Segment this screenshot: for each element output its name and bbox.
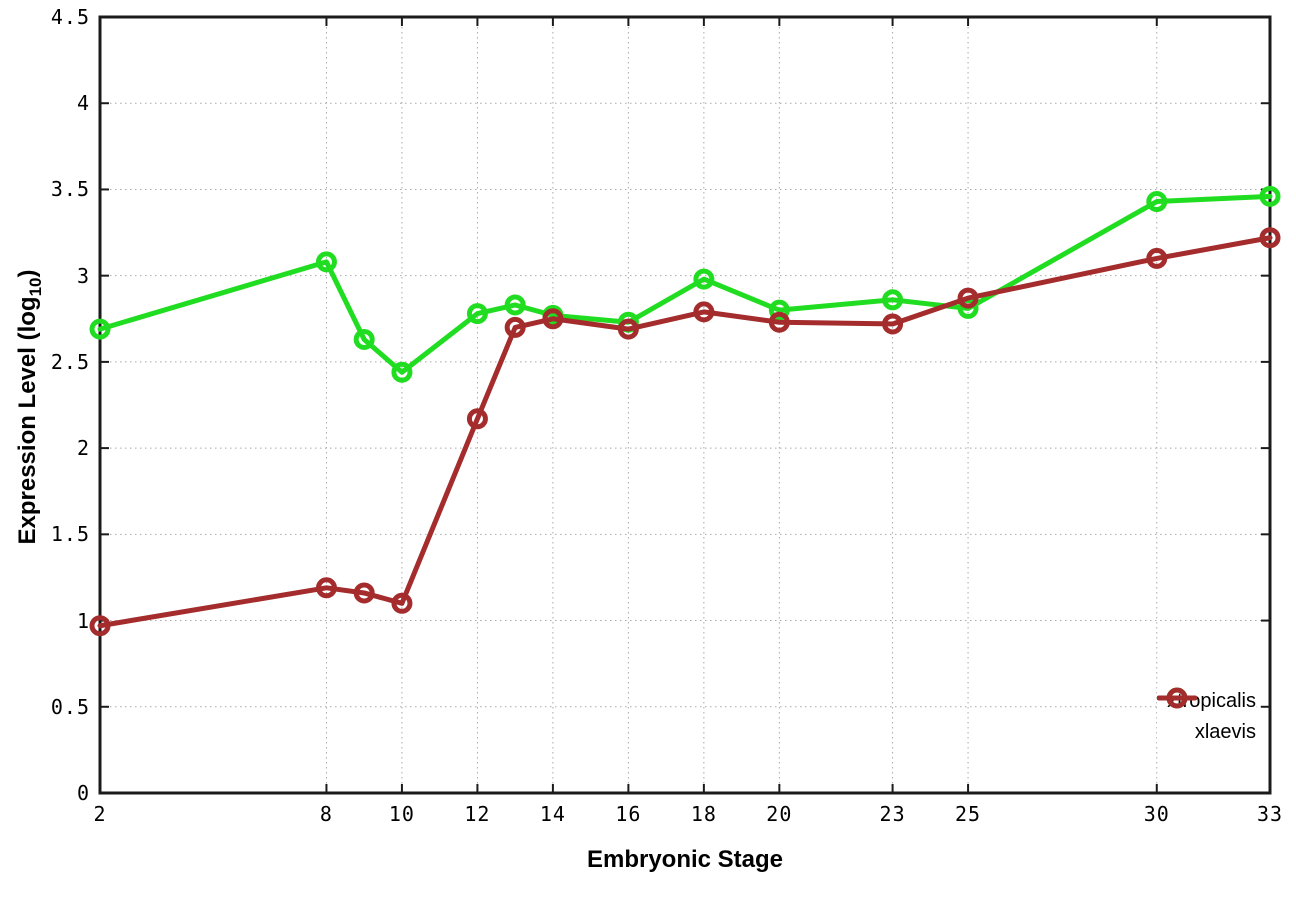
data-point-xlaevis: [504, 316, 526, 338]
data-point-xtropicalis: [504, 294, 526, 316]
series-line-xtropicalis: [97, 193, 1273, 375]
data-point-xtropicalis: [693, 268, 715, 290]
y-axis-title: Expression Level (log10): [14, 270, 46, 545]
x-tick-label: 10: [388, 802, 415, 826]
y-tick-label: 1: [76, 608, 90, 633]
x-tick-label: 8: [319, 802, 333, 826]
x-tick-label: 25: [955, 802, 982, 826]
data-point-xlaevis: [353, 582, 375, 604]
data-point-xlaevis: [315, 577, 337, 599]
legend-item-xlaevis: xlaevis: [1157, 687, 1256, 745]
y-tick-label: 4: [76, 91, 90, 116]
data-point-xlaevis: [617, 318, 639, 340]
y-axis-title-text: Expression Level (log: [14, 296, 41, 545]
x-tick-label: 18: [690, 802, 717, 826]
data-point-xlaevis: [542, 308, 564, 330]
y-tick-label: 0.5: [50, 694, 90, 719]
legend-label-xlaevis: xlaevis: [1194, 721, 1256, 743]
x-tick-label: 33: [1256, 802, 1284, 826]
legend: xtropicalis xlaevis: [1157, 686, 1256, 747]
data-point-xtropicalis: [1259, 185, 1281, 207]
x-tick-label: 23: [879, 802, 906, 826]
series-line-xlaevis: [97, 235, 1273, 629]
x-tick-label: 30: [1143, 802, 1170, 826]
y-tick-label: 3.5: [50, 177, 90, 202]
data-point-xtropicalis: [89, 318, 111, 340]
data-point-xlaevis: [391, 592, 413, 614]
y-tick-label: 3: [76, 263, 90, 288]
y-tick-label: 4.5: [50, 5, 90, 29]
y-tick-label: 0: [76, 781, 90, 805]
data-point-xtropicalis: [1146, 191, 1168, 213]
data-point-xlaevis: [768, 311, 790, 333]
x-tick-label: 14: [539, 802, 566, 826]
data-point-xlaevis: [1146, 247, 1168, 269]
data-point-xlaevis: [466, 408, 488, 430]
plot-border: [98, 15, 1272, 795]
y-axis-title-subscript: 10: [26, 277, 45, 297]
data-point-xlaevis: [1259, 227, 1281, 249]
x-tick-label: 12: [464, 802, 491, 826]
x-tick-label: 20: [766, 802, 793, 826]
data-point-xlaevis: [89, 615, 111, 637]
data-point-xtropicalis: [315, 251, 337, 273]
y-axis-title-close: ): [14, 269, 41, 278]
data-point-xlaevis: [882, 313, 904, 335]
x-axis-title: Embryonic Stage: [586, 846, 784, 873]
y-tick-label: 2: [76, 436, 90, 461]
xlaevis-marker-icon: [1157, 687, 1198, 709]
x-tick-label: 2: [93, 802, 107, 826]
data-point-xlaevis: [957, 287, 979, 309]
data-point-xtropicalis: [882, 289, 904, 311]
data-point-xtropicalis: [768, 299, 790, 321]
data-point-xtropicalis: [466, 303, 488, 325]
data-point-xtropicalis: [353, 328, 375, 350]
x-tick-label: 16: [615, 802, 642, 826]
data-point-xtropicalis: [391, 361, 413, 383]
y-tick-label: 1.5: [50, 522, 90, 547]
y-tick-label: 2.5: [50, 349, 90, 374]
data-point-xlaevis: [693, 301, 715, 323]
